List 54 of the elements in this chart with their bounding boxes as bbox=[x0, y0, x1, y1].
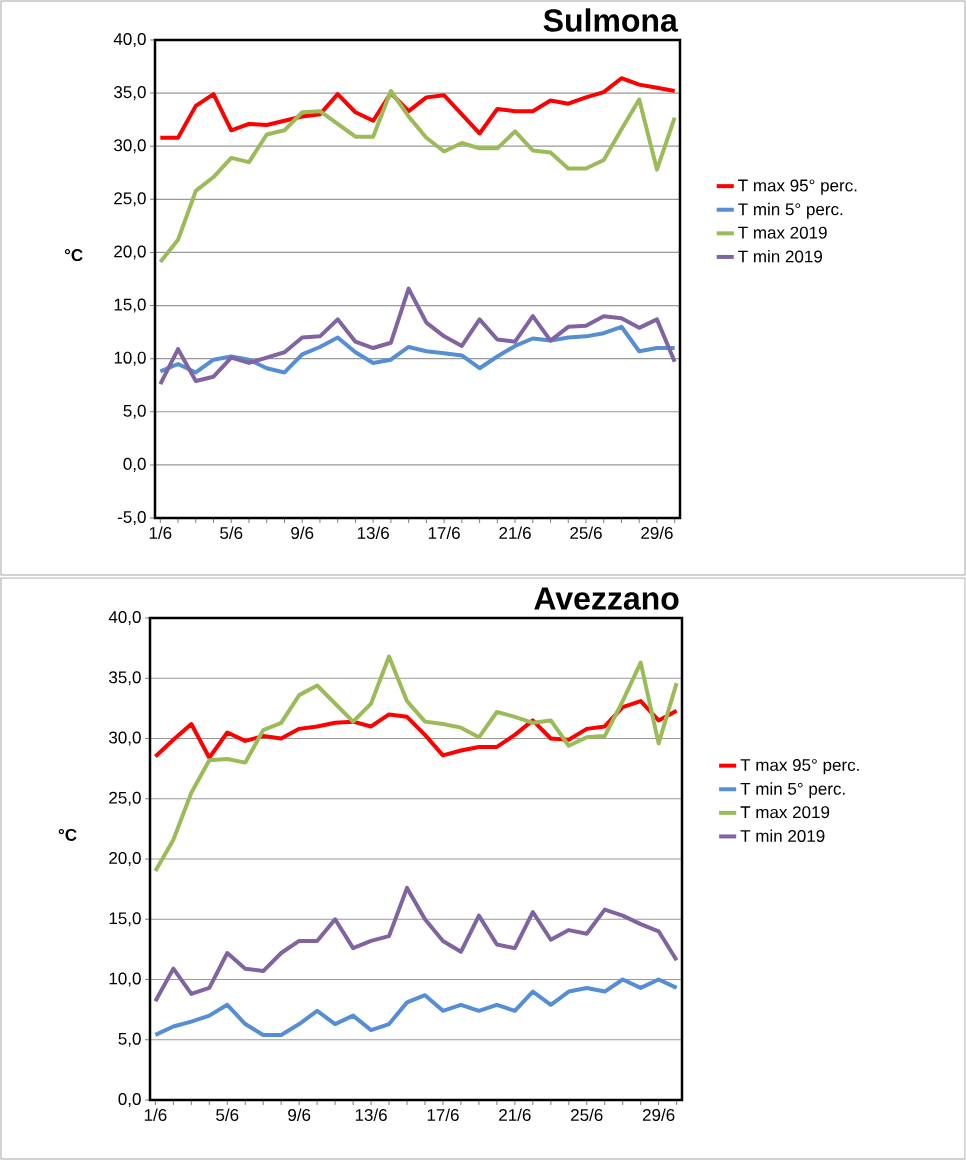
y-tick-label: 40,0 bbox=[108, 610, 141, 626]
line-series bbox=[158, 76, 677, 140]
legend-label: T max 2019 bbox=[738, 226, 827, 239]
x-tick-label: 1/6 bbox=[144, 1108, 167, 1122]
y-tick-label: 15,0 bbox=[114, 298, 146, 313]
x-tick-label: 21/6 bbox=[499, 526, 531, 540]
y-tick-label: 35,0 bbox=[109, 671, 141, 686]
x-tick-label: 13/6 bbox=[357, 526, 389, 540]
y-tick-label: 20,0 bbox=[109, 851, 141, 867]
y-tick-label: 5,0 bbox=[123, 404, 146, 419]
line-series bbox=[153, 699, 679, 760]
y-tick-label: 40,0 bbox=[113, 32, 146, 48]
y-tick-label: 30,0 bbox=[109, 731, 141, 746]
x-tick-label: 17/6 bbox=[427, 1108, 459, 1122]
y-tick-label: 25,0 bbox=[109, 791, 141, 806]
legend-label: T min 5° perc. bbox=[740, 782, 845, 799]
x-tick-label: 25/6 bbox=[570, 526, 602, 540]
y-tick-label: 5,0 bbox=[118, 1032, 141, 1047]
line-series bbox=[158, 286, 677, 387]
y-axis-title: °C bbox=[64, 249, 83, 262]
x-tick-label: 9/6 bbox=[291, 526, 314, 540]
legend-label: T min 2019 bbox=[738, 250, 822, 263]
y-tick-label: 15,0 bbox=[109, 912, 141, 927]
x-tick-label: 5/6 bbox=[216, 1108, 239, 1122]
legend-label: T max 2019 bbox=[740, 806, 830, 819]
chart-title: Avezzano bbox=[534, 587, 679, 610]
x-tick-label: 29/6 bbox=[642, 1108, 675, 1122]
x-tick-label: 9/6 bbox=[288, 1108, 311, 1122]
x-tick-label: 5/6 bbox=[220, 526, 243, 540]
line-series bbox=[158, 88, 677, 264]
line-series bbox=[153, 977, 679, 1037]
x-tick-label: 13/6 bbox=[355, 1108, 387, 1122]
legend-label: T max 95° perc. bbox=[738, 179, 857, 195]
x-tick-label: 25/6 bbox=[571, 1108, 603, 1122]
line-series bbox=[158, 324, 677, 375]
x-tick-label: 21/6 bbox=[499, 1108, 531, 1122]
legend-label: T min 5° perc. bbox=[738, 202, 843, 219]
x-tick-label: 17/6 bbox=[428, 526, 460, 540]
legend-label: T max 95° perc. bbox=[740, 758, 859, 775]
y-tick-label: -5,0 bbox=[117, 510, 146, 526]
y-tick-label: 35,0 bbox=[114, 86, 146, 101]
x-tick-label: 29/6 bbox=[641, 526, 673, 540]
y-tick-label: 10,0 bbox=[109, 972, 141, 987]
x-tick-label: 1/6 bbox=[149, 526, 172, 540]
y-axis-title: °C bbox=[58, 828, 77, 841]
y-tick-label: 30,0 bbox=[114, 139, 146, 154]
y-tick-label: 0,0 bbox=[123, 457, 146, 472]
y-tick-label: 10,0 bbox=[114, 351, 146, 366]
legend-label: T min 2019 bbox=[740, 829, 825, 843]
chart-title: Sulmona bbox=[543, 8, 679, 32]
y-tick-label: 25,0 bbox=[114, 192, 146, 207]
line-series bbox=[153, 885, 679, 1004]
y-tick-label: 0,0 bbox=[118, 1092, 141, 1108]
y-tick-label: 20,0 bbox=[114, 245, 146, 260]
